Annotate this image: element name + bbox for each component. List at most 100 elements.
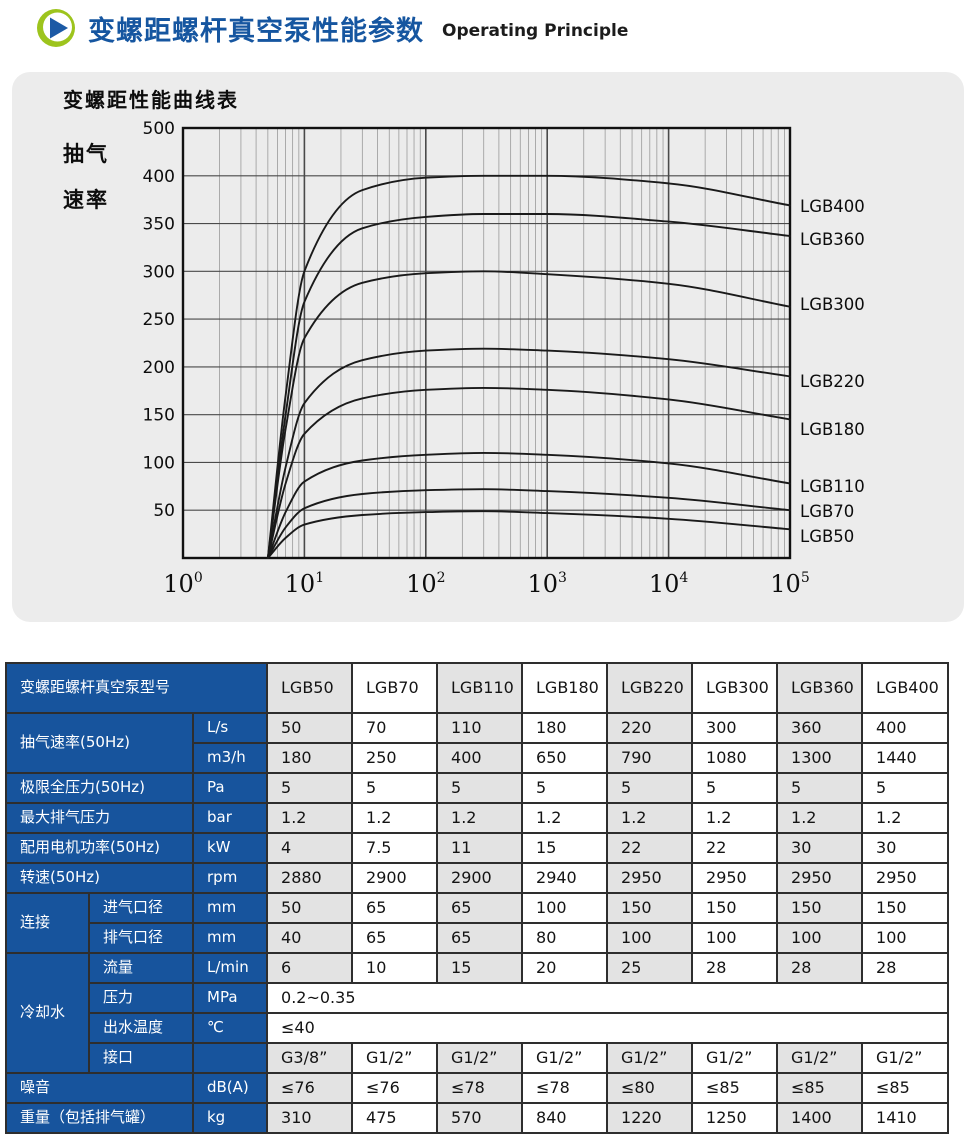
- row-value: 1.2: [351, 802, 439, 834]
- table-row: 连接 进气口径 mm 50 65 65 100 150 150 150 150: [5, 892, 950, 954]
- model-header-LGB70: LGB70: [351, 662, 439, 714]
- row-value: 220: [606, 712, 694, 744]
- row-value: 1.2: [266, 802, 354, 834]
- row-value: 40: [266, 922, 354, 954]
- page-title: 变螺距螺杆真空泵性能参数: [88, 15, 424, 47]
- model-header-LGB400: LGB400: [861, 662, 950, 714]
- svg-text:150: 150: [143, 406, 175, 426]
- row-label: 极限全压力(50Hz): [5, 772, 194, 804]
- row-unit: [191, 1042, 269, 1074]
- row-label: 重量（包括排气罐）: [5, 1102, 194, 1134]
- row-value: ≤76: [266, 1072, 354, 1104]
- svg-text:50: 50: [153, 501, 175, 521]
- curve-LGB70: [266, 488, 791, 559]
- model-header-LGB360: LGB360: [776, 662, 864, 714]
- row-value: G1/2”: [606, 1042, 694, 1074]
- curve-label-LGB300: LGB300: [800, 295, 865, 314]
- model-header-LGB180: LGB180: [521, 662, 609, 714]
- model-header-LGB110: LGB110: [436, 662, 524, 714]
- row-value: 65: [351, 922, 439, 954]
- curve-LGB180: [266, 386, 791, 559]
- row-label: 抽气速率(50Hz): [5, 712, 194, 774]
- row-value: 5: [436, 772, 524, 804]
- svg-text:250: 250: [143, 310, 175, 330]
- curve-label-LGB360: LGB360: [800, 230, 865, 249]
- row-value: 20: [521, 952, 609, 984]
- row-sub-label: 压力: [88, 982, 194, 1014]
- row-value: 30: [861, 832, 950, 864]
- row-unit: mm: [191, 922, 269, 954]
- row-value: 1.2: [776, 802, 864, 834]
- table-row: 转速(50Hz) rpm 2880 2900 2900 2940 2950 2950 2950 2…: [5, 862, 950, 894]
- row-value: 65: [436, 892, 524, 924]
- row-sub-label: 流量: [88, 952, 194, 984]
- row-value: ≤85: [861, 1072, 950, 1104]
- row-value: 100: [521, 892, 609, 924]
- row-unit: dB(A): [191, 1072, 269, 1104]
- svg-text:350: 350: [143, 215, 175, 235]
- table-row: 最大排气压力 bar 1.2 1.2 1.2 1.2 1.2 1.2 1.2 1.2: [5, 802, 950, 834]
- table-row: 抽气速率(50Hz) L/s 50 70 110 180 220 300 360 400: [5, 712, 950, 774]
- table-row: 冷却水 流量 L/min 6 10 15 20 25 28 28 28: [5, 952, 950, 1074]
- row-sub-label: 进气口径: [88, 892, 194, 924]
- row-sub-label: 出水温度: [88, 1012, 194, 1044]
- row-value: 150: [861, 892, 950, 924]
- row-value: 2950: [861, 862, 950, 894]
- curve-LGB110: [266, 451, 791, 559]
- row-sub-label: 排气口径: [88, 922, 194, 954]
- row-value: 65: [351, 892, 439, 924]
- row-value: 1.2: [606, 802, 694, 834]
- row-value: 1.2: [521, 802, 609, 834]
- row-value: 5: [606, 772, 694, 804]
- row-value: ≤85: [691, 1072, 779, 1104]
- row-value: 6: [266, 952, 354, 984]
- row-value: 2950: [606, 862, 694, 894]
- curve-LGB220: [266, 347, 791, 559]
- page-header: 变螺距螺杆真空泵性能参数 Operating Principle: [36, 8, 628, 48]
- row-value: 70: [351, 712, 439, 744]
- row-value: 1.2: [691, 802, 779, 834]
- curve-label-LGB220: LGB220: [800, 372, 865, 391]
- row-value: G1/2”: [691, 1042, 779, 1074]
- table-row: 噪音 dB(A) ≤76 ≤76 ≤78 ≤78 ≤80 ≤85 ≤85 ≤85: [5, 1072, 950, 1104]
- row-value: 100: [691, 922, 779, 954]
- row-value: 22: [606, 832, 694, 864]
- row-value: 2900: [351, 862, 439, 894]
- row-value: ≤76: [351, 1072, 439, 1104]
- row-value: 5: [691, 772, 779, 804]
- row-value: 100: [861, 922, 950, 954]
- row-value: 790: [606, 742, 694, 774]
- row-value: 25: [606, 952, 694, 984]
- row-value: 2940: [521, 862, 609, 894]
- row-group-label: 冷却水: [5, 952, 90, 1074]
- row-value: 360: [776, 712, 864, 744]
- row-value: G1/2”: [776, 1042, 864, 1074]
- svg-text:100: 100: [143, 453, 175, 473]
- row-value: 2900: [436, 862, 524, 894]
- row-value: 1400: [776, 1102, 864, 1134]
- svg-text:105: 105: [770, 570, 809, 598]
- row-value: G1/2”: [351, 1042, 439, 1074]
- row-value: ≤78: [436, 1072, 524, 1104]
- row-unit: kg: [191, 1102, 269, 1134]
- row-label: 转速(50Hz): [5, 862, 194, 894]
- row-unit: L/min: [191, 952, 269, 984]
- row-value: 5: [776, 772, 864, 804]
- row-value: 30: [776, 832, 864, 864]
- curve-label-LGB50: LGB50: [800, 527, 854, 546]
- model-header-LGB300: LGB300: [691, 662, 779, 714]
- row-value: 2880: [266, 862, 354, 894]
- row-value: 7.5: [351, 832, 439, 864]
- row-value: 400: [861, 712, 950, 744]
- row-unit: mm: [191, 892, 269, 924]
- svg-text:104: 104: [649, 570, 689, 598]
- curve-label-LGB110: LGB110: [800, 477, 865, 496]
- svg-text:200: 200: [143, 358, 175, 378]
- curve-LGB400: [266, 174, 791, 559]
- row-value: 150: [606, 892, 694, 924]
- curve-label-LGB400: LGB400: [800, 197, 865, 216]
- svg-text:500: 500: [143, 119, 175, 139]
- row-value: 50: [266, 712, 354, 744]
- row-value: 28: [776, 952, 864, 984]
- row-unit: L/s: [191, 712, 269, 744]
